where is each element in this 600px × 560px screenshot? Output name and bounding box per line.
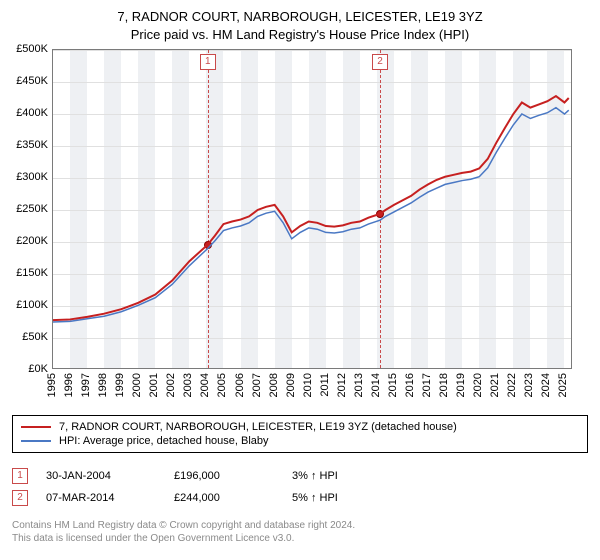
legend-item-2: HPI: Average price, detached house, Blab… <box>21 434 579 448</box>
y-tick-label: £0K <box>28 363 52 375</box>
y-tick-label: £250K <box>16 203 52 215</box>
series-lines <box>53 50 572 369</box>
y-tick-label: £400K <box>16 107 52 119</box>
x-tick-label: 2000 <box>131 373 143 397</box>
x-axis-labels: 1995199619971998199920002001200220032004… <box>52 369 572 407</box>
footer-line-2: This data is licensed under the Open Gov… <box>12 532 588 545</box>
x-tick-label: 2004 <box>199 373 211 397</box>
sale-delta-2: 5% ↑ HPI <box>292 492 338 504</box>
title-line-2: Price paid vs. HM Land Registry's House … <box>12 26 588 44</box>
y-tick-label: £450K <box>16 75 52 87</box>
sale-date-2: 07-MAR-2014 <box>46 492 156 504</box>
x-tick-label: 1995 <box>46 373 58 397</box>
x-tick-label: 2024 <box>540 373 552 397</box>
x-tick-label: 2010 <box>302 373 314 397</box>
legend-swatch-1 <box>21 426 51 428</box>
x-tick-label: 2015 <box>387 373 399 397</box>
y-tick-label: £100K <box>16 299 52 311</box>
x-tick-label: 2011 <box>319 373 331 397</box>
x-tick-label: 2001 <box>148 373 160 397</box>
x-tick-label: 2020 <box>472 373 484 397</box>
x-tick-label: 2019 <box>455 373 467 397</box>
y-tick-label: £500K <box>16 43 52 55</box>
sale-price-2: £244,000 <box>174 492 274 504</box>
x-tick-label: 2009 <box>285 373 297 397</box>
legend: 7, RADNOR COURT, NARBOROUGH, LEICESTER, … <box>12 415 588 453</box>
sale-marker-1: 1 <box>12 468 28 484</box>
sale-delta-1: 3% ↑ HPI <box>292 470 338 482</box>
sale-price-1: £196,000 <box>174 470 274 482</box>
footer-attribution: Contains HM Land Registry data © Crown c… <box>12 519 588 545</box>
legend-label-2: HPI: Average price, detached house, Blab… <box>59 435 269 447</box>
chart-title: 7, RADNOR COURT, NARBOROUGH, LEICESTER, … <box>12 8 588 43</box>
plot-region: 12 <box>52 49 572 369</box>
y-tick-label: £50K <box>22 331 52 343</box>
x-tick-label: 1998 <box>97 373 109 397</box>
x-tick-label: 2003 <box>182 373 194 397</box>
x-tick-label: 2022 <box>506 373 518 397</box>
x-tick-label: 2008 <box>268 373 280 397</box>
legend-swatch-2 <box>21 440 51 442</box>
y-tick-label: £350K <box>16 139 52 151</box>
chart-area: 12 1995199619971998199920002001200220032… <box>52 49 588 407</box>
sale-date-1: 30-JAN-2004 <box>46 470 156 482</box>
x-tick-label: 2023 <box>523 373 535 397</box>
x-tick-label: 2007 <box>251 373 263 397</box>
x-tick-label: 2002 <box>165 373 177 397</box>
x-tick-label: 1997 <box>80 373 92 397</box>
x-tick-label: 2018 <box>438 373 450 397</box>
x-tick-label: 2017 <box>421 373 433 397</box>
sale-marker-2: 2 <box>12 490 28 506</box>
x-tick-label: 1999 <box>114 373 126 397</box>
x-tick-label: 2012 <box>336 373 348 397</box>
legend-label-1: 7, RADNOR COURT, NARBOROUGH, LEICESTER, … <box>59 421 457 433</box>
x-tick-label: 2013 <box>353 373 365 397</box>
sales-row-2: 2 07-MAR-2014 £244,000 5% ↑ HPI <box>12 487 588 509</box>
x-tick-label: 2014 <box>370 373 382 397</box>
title-line-1: 7, RADNOR COURT, NARBOROUGH, LEICESTER, … <box>12 8 588 26</box>
legend-item-1: 7, RADNOR COURT, NARBOROUGH, LEICESTER, … <box>21 420 579 434</box>
sales-row-1: 1 30-JAN-2004 £196,000 3% ↑ HPI <box>12 465 588 487</box>
y-tick-label: £200K <box>16 235 52 247</box>
y-tick-label: £300K <box>16 171 52 183</box>
x-tick-label: 2005 <box>216 373 228 397</box>
footer-line-1: Contains HM Land Registry data © Crown c… <box>12 519 588 532</box>
sales-table: 1 30-JAN-2004 £196,000 3% ↑ HPI 2 07-MAR… <box>12 465 588 509</box>
x-tick-label: 2006 <box>234 373 246 397</box>
y-tick-label: £150K <box>16 267 52 279</box>
x-tick-label: 2016 <box>404 373 416 397</box>
x-tick-label: 1996 <box>63 373 75 397</box>
x-tick-label: 2025 <box>557 373 569 397</box>
x-tick-label: 2021 <box>489 373 501 397</box>
